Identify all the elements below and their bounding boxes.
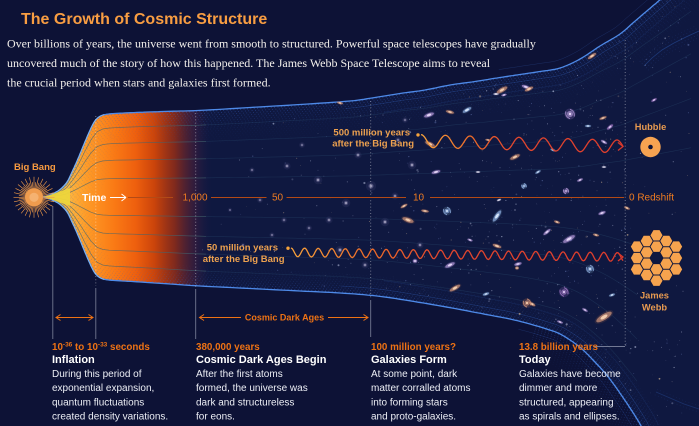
svg-text:After the first atoms: After the first atoms bbox=[196, 369, 283, 380]
svg-text:dark and structureless: dark and structureless bbox=[196, 397, 294, 408]
svg-text:10-36 to 10-33 seconds: 10-36 to 10-33 seconds bbox=[52, 342, 150, 354]
svg-text:and proto-galaxies.: and proto-galaxies. bbox=[371, 412, 456, 423]
svg-text:the crucial period when stars: the crucial period when stars and galaxi… bbox=[7, 76, 271, 90]
svg-text:Inflation: Inflation bbox=[52, 354, 95, 366]
svg-text:into forming stars: into forming stars bbox=[371, 397, 448, 408]
svg-text:The Growth of Cosmic Structure: The Growth of Cosmic Structure bbox=[21, 11, 267, 28]
svg-text:quantum fluctuations: quantum fluctuations bbox=[52, 397, 144, 408]
svg-text:for eons.: for eons. bbox=[196, 412, 235, 423]
svg-text:50 million years: 50 million years bbox=[207, 243, 278, 254]
svg-text:Time: Time bbox=[82, 192, 106, 204]
svg-text:exponential expansion,: exponential expansion, bbox=[52, 383, 154, 394]
svg-text:At some point, dark: At some point, dark bbox=[371, 369, 458, 380]
svg-text:Galaxies have become: Galaxies have become bbox=[519, 369, 621, 380]
svg-text:13.8 billion years: 13.8 billion years bbox=[519, 342, 599, 353]
svg-text:Cosmic Dark Ages: Cosmic Dark Ages bbox=[245, 313, 324, 323]
svg-text:uncovered much of the story of: uncovered much of the story of how this … bbox=[7, 56, 491, 70]
svg-text:created density variations.: created density variations. bbox=[52, 412, 168, 423]
svg-text:10: 10 bbox=[413, 193, 425, 204]
svg-text:Galaxies Form: Galaxies Form bbox=[371, 354, 447, 366]
svg-text:structured, appearing: structured, appearing bbox=[519, 397, 614, 408]
svg-text:0 Redshift: 0 Redshift bbox=[629, 193, 674, 204]
svg-text:Webb: Webb bbox=[642, 303, 667, 313]
svg-text:Hubble: Hubble bbox=[635, 122, 667, 132]
svg-text:50: 50 bbox=[272, 193, 284, 204]
svg-text:380,000 years: 380,000 years bbox=[196, 342, 260, 353]
svg-text:James: James bbox=[640, 291, 669, 301]
svg-text:formed, the universe was: formed, the universe was bbox=[196, 383, 308, 394]
svg-text:Cosmic Dark Ages Begin: Cosmic Dark Ages Begin bbox=[196, 354, 327, 366]
svg-text:1,000: 1,000 bbox=[182, 193, 207, 204]
svg-text:Over billions of years, the un: Over billions of years, the universe wen… bbox=[7, 37, 536, 51]
svg-text:Big Bang: Big Bang bbox=[14, 162, 56, 173]
svg-text:matter corralled atoms: matter corralled atoms bbox=[371, 383, 470, 394]
svg-text:100 million years?: 100 million years? bbox=[371, 342, 456, 353]
svg-text:During this period of: During this period of bbox=[52, 369, 142, 380]
svg-text:after the Big Bang: after the Big Bang bbox=[332, 139, 414, 150]
svg-text:dimmer and more: dimmer and more bbox=[519, 383, 598, 394]
svg-text:Today: Today bbox=[519, 354, 551, 366]
svg-text:500 million years: 500 million years bbox=[333, 128, 410, 139]
svg-text:as spirals and ellipses.: as spirals and ellipses. bbox=[519, 412, 620, 423]
svg-text:after the Big Bang: after the Big Bang bbox=[203, 254, 285, 265]
